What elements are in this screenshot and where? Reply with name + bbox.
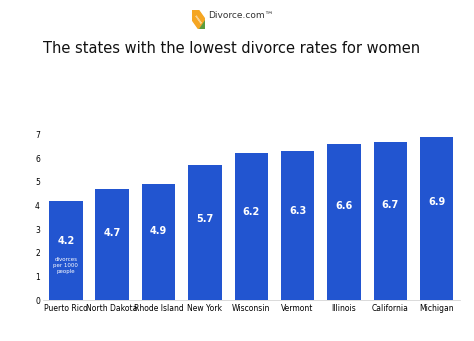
Bar [374, 142, 407, 300]
Text: 6.6: 6.6 [335, 202, 353, 211]
Text: 4.9: 4.9 [150, 225, 167, 236]
Text: 6.2: 6.2 [243, 207, 260, 217]
Text: 6.7: 6.7 [382, 200, 399, 210]
Text: The states with the lowest divorce rates for women: The states with the lowest divorce rates… [43, 41, 420, 56]
Bar [235, 153, 268, 300]
Bar [281, 151, 314, 300]
Bar [327, 144, 361, 300]
Bar [49, 201, 82, 300]
Polygon shape [199, 19, 205, 29]
Bar [420, 137, 453, 300]
Text: 6.9: 6.9 [428, 197, 445, 207]
Polygon shape [196, 16, 201, 23]
Bar [142, 184, 175, 300]
Bar [95, 189, 129, 300]
Text: 4.7: 4.7 [103, 228, 121, 238]
Text: 5.7: 5.7 [196, 214, 213, 224]
Text: 4.2: 4.2 [57, 236, 74, 246]
Text: Divorce.com™: Divorce.com™ [209, 11, 274, 20]
Bar [188, 165, 221, 300]
Text: divorces
per 1000
people: divorces per 1000 people [54, 257, 78, 273]
Polygon shape [192, 10, 205, 29]
Text: 6.3: 6.3 [289, 206, 306, 216]
